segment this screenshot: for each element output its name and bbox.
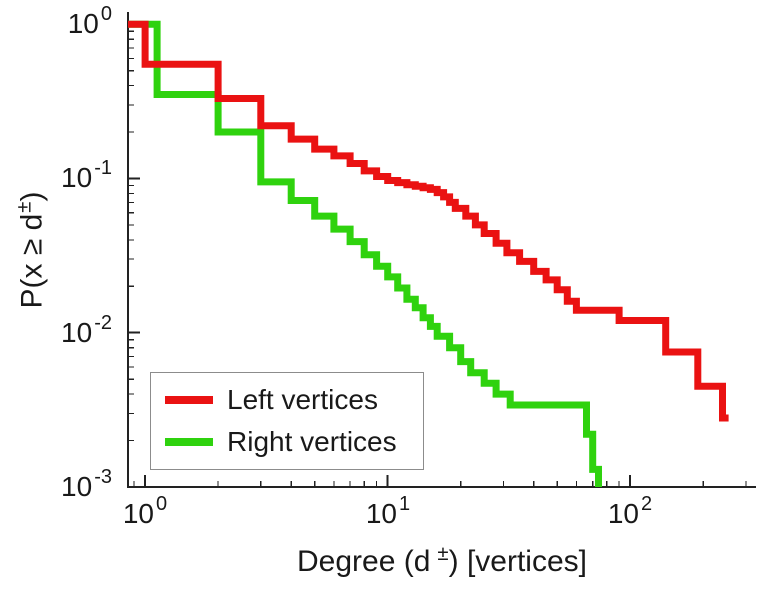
x-axis-label: Degree (d ±) [vertices] (128, 542, 756, 581)
series-line-left-vertices (128, 20, 729, 422)
y-tick-label-10e-3: 10 -3 (61, 466, 112, 502)
legend-label-left-vertices: Left vertices (227, 384, 378, 415)
x-axis-label-superscript: ± (437, 542, 449, 565)
x-axis-label-text: Degree (d (297, 545, 431, 578)
legend-label-right-vertices: Right vertices (227, 426, 397, 457)
x-tick-label-10e2: 10 2 (607, 493, 653, 529)
legend-swatch-right-vertices (165, 438, 213, 446)
x-axis-label-close: ) [vertices] (448, 545, 587, 578)
legend-swatch-left-vertices (165, 396, 213, 404)
legend-item-left-vertices: Left vertices (165, 385, 397, 415)
y-axis-label: P(x ≥ d±) (13, 191, 52, 309)
y-tick-label-10e-1: 10 -1 (61, 157, 112, 193)
series-line-right-vertices (128, 20, 602, 487)
x-tick-label-10e0: 10 0 (122, 493, 168, 529)
y-tick-label-10e0: 10 0 (67, 3, 112, 39)
x-tick-label-10e1: 10 1 (365, 493, 411, 529)
y-tick-label-10e-2: 10 -2 (61, 312, 112, 348)
y-axis-label-superscript: ± (13, 201, 36, 213)
legend: Left vertices Right vertices (150, 372, 424, 470)
legend-item-right-vertices: Right vertices (165, 427, 397, 457)
y-axis-label-text: P(x ≥ d (15, 213, 49, 309)
minor-ticks (128, 30, 747, 487)
